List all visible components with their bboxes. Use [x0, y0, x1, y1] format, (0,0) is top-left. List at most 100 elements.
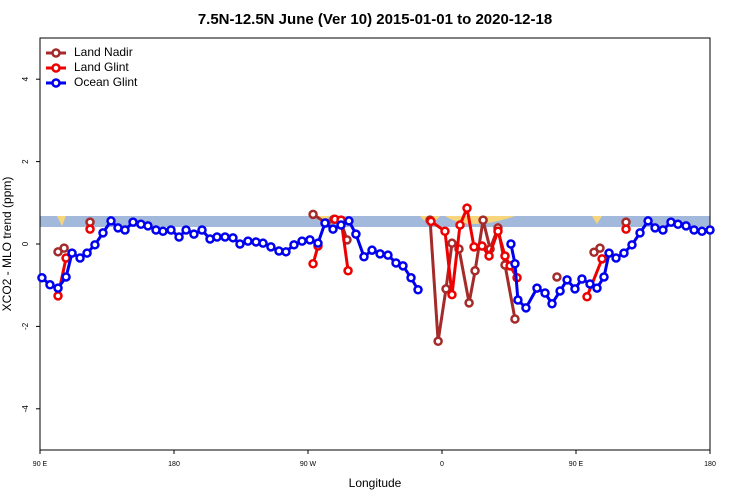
series-line — [40, 218, 711, 311]
point — [289, 240, 299, 250]
legend-label: Land Nadir — [74, 45, 133, 59]
point — [621, 224, 631, 234]
point — [455, 220, 465, 230]
point — [506, 239, 516, 249]
point — [441, 284, 451, 294]
point — [592, 283, 602, 293]
point — [308, 259, 318, 269]
point — [599, 272, 609, 282]
point — [328, 224, 338, 234]
point — [308, 209, 318, 220]
point — [305, 235, 315, 245]
point — [53, 291, 63, 301]
point — [650, 223, 660, 233]
point — [611, 253, 621, 263]
point — [440, 226, 450, 236]
point — [406, 273, 416, 283]
point — [589, 247, 599, 257]
point — [470, 266, 480, 276]
point — [673, 219, 683, 229]
point — [243, 236, 253, 246]
point — [98, 228, 108, 238]
point — [383, 250, 393, 260]
point — [658, 225, 668, 235]
point — [367, 245, 377, 255]
x-axis-label: Longitude — [349, 476, 402, 490]
point — [484, 251, 494, 261]
point — [106, 216, 116, 226]
point — [320, 218, 330, 228]
point — [582, 291, 592, 302]
point — [510, 314, 520, 324]
band-highlight — [420, 216, 515, 224]
point — [681, 221, 691, 231]
point — [532, 283, 542, 293]
point — [220, 232, 230, 242]
point — [477, 241, 487, 251]
point — [689, 225, 699, 235]
x-tick-label: 0 — [440, 461, 444, 468]
legend-label: Ocean Glint — [74, 75, 138, 89]
x-tick-label: 90 E — [33, 461, 48, 468]
x-tick-label: 180 — [168, 461, 180, 468]
point — [174, 232, 184, 242]
point — [464, 298, 474, 308]
point — [281, 247, 291, 257]
background-band — [40, 216, 710, 227]
point — [336, 220, 346, 230]
plot — [37, 205, 715, 346]
point — [75, 253, 85, 263]
point — [555, 286, 565, 296]
y-tick-label: 2 — [21, 159, 30, 164]
legend-marker — [51, 48, 61, 58]
point — [266, 242, 276, 252]
point — [197, 225, 207, 235]
point — [398, 261, 408, 271]
point — [426, 216, 436, 227]
point — [166, 225, 176, 235]
point — [562, 275, 572, 285]
point — [85, 224, 95, 234]
point — [493, 226, 503, 236]
point — [595, 243, 605, 253]
point — [90, 240, 100, 250]
point — [433, 336, 443, 346]
point — [82, 248, 92, 258]
point — [500, 251, 510, 261]
point — [705, 225, 715, 235]
point — [447, 238, 457, 248]
point — [189, 229, 199, 239]
point — [351, 229, 361, 239]
plot-frame — [39, 37, 711, 451]
point — [597, 254, 607, 264]
point — [53, 283, 63, 293]
point — [212, 232, 222, 242]
point — [635, 228, 645, 238]
y-tick-label: 4 — [21, 76, 30, 81]
point — [375, 249, 385, 259]
x-tick-label: 90 E — [569, 461, 584, 468]
point — [120, 225, 130, 235]
point — [627, 240, 637, 250]
point — [143, 221, 153, 231]
point — [469, 242, 479, 252]
point — [158, 226, 168, 236]
point — [447, 289, 457, 300]
y-tick-label: -4 — [21, 405, 30, 413]
point — [619, 248, 629, 258]
point — [643, 216, 653, 226]
point — [577, 274, 587, 284]
point — [547, 298, 557, 309]
x-tick-label: 180 — [704, 461, 716, 468]
point — [59, 243, 69, 253]
point — [570, 284, 580, 294]
legend-marker — [51, 78, 61, 88]
point — [181, 225, 191, 235]
x-tick-label: 90 W — [300, 461, 317, 468]
point — [604, 248, 614, 258]
point — [61, 272, 71, 282]
point — [45, 280, 55, 290]
legend-label: Land Glint — [74, 60, 129, 74]
